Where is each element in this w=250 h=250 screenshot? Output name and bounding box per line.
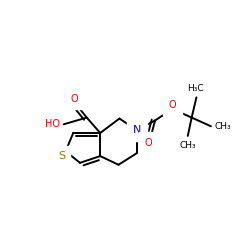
Text: S: S — [58, 151, 65, 161]
Text: CH₃: CH₃ — [180, 141, 196, 150]
Text: H₃C: H₃C — [187, 84, 204, 93]
Text: O: O — [144, 138, 152, 147]
Text: HO: HO — [45, 119, 60, 129]
Text: CH₃: CH₃ — [214, 122, 231, 131]
Text: N: N — [132, 125, 141, 135]
Text: O: O — [168, 100, 176, 110]
Text: O: O — [70, 94, 78, 104]
